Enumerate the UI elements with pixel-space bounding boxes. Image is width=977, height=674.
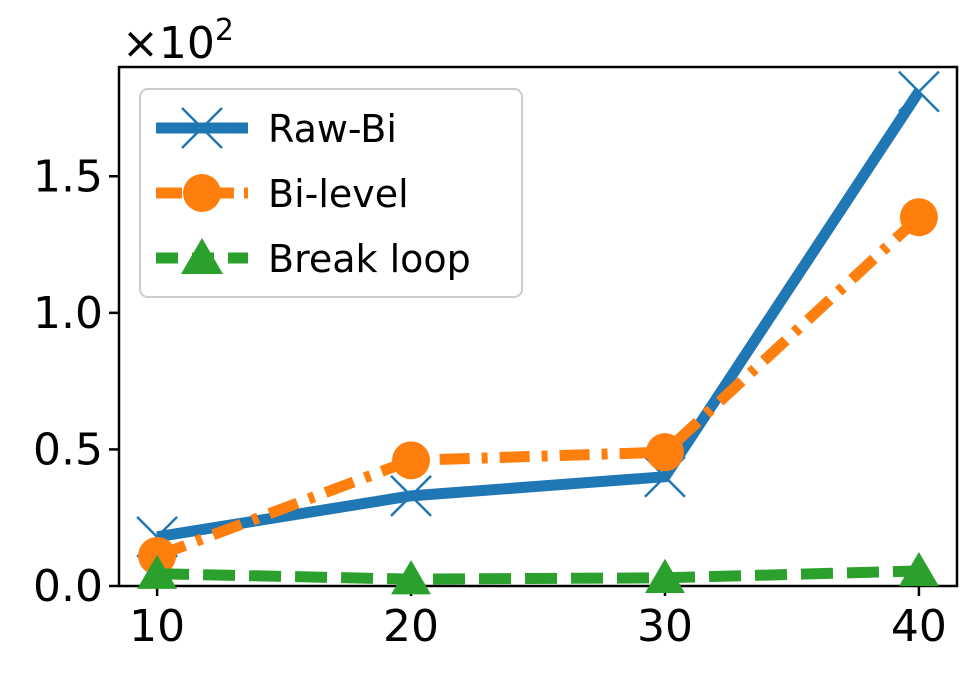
data-point-bi-level xyxy=(645,433,684,472)
plot-area xyxy=(117,65,959,588)
legend-entry-bi-level: Bi-level xyxy=(156,172,409,216)
data-point-break-loop xyxy=(898,551,939,587)
y-axis-multiplier: ×102 xyxy=(122,13,234,69)
x-axis: 10 20 30 40 xyxy=(129,586,947,652)
series-line-break-loop xyxy=(156,565,920,585)
x-tick-label: 40 xyxy=(891,601,947,652)
data-point-break-loop xyxy=(137,554,178,589)
x-tick-label: 10 xyxy=(129,601,185,652)
y-tick-label: 0.0 xyxy=(33,561,103,612)
y-multiplier-base: ×10 xyxy=(122,18,215,69)
legend: Raw-Bi Bi-level Break loop xyxy=(139,88,523,298)
y-tick-label: 1.5 xyxy=(33,151,103,202)
data-point-raw-bi xyxy=(898,70,940,113)
legend-label: Break loop xyxy=(268,237,471,281)
legend-entry-raw-bi: Raw-Bi xyxy=(156,107,397,151)
y-multiplier-exponent: 2 xyxy=(215,13,234,48)
y-axis: 0.0 0.5 1.0 1.5 xyxy=(33,151,119,612)
circle-marker xyxy=(183,174,221,212)
legend-box xyxy=(139,88,523,298)
x-marker xyxy=(181,107,223,149)
legend-label: Bi-level xyxy=(268,172,409,216)
x-marker-stroke xyxy=(390,474,432,517)
data-point-bi-level xyxy=(899,198,938,237)
series-bi-level xyxy=(138,198,938,575)
legend-label: Raw-Bi xyxy=(268,107,397,151)
x-marker-stroke xyxy=(181,107,223,149)
y-tick-label: 0.5 xyxy=(33,424,103,475)
y-tick-label: 1.0 xyxy=(33,288,103,339)
series-layer xyxy=(136,70,940,595)
data-point-break-loop xyxy=(645,558,685,594)
series-line-raw-bi xyxy=(156,88,924,543)
data-point-raw-bi xyxy=(390,474,432,517)
legend-entry-break-loop: Break loop xyxy=(156,237,471,281)
x-tick-label: 20 xyxy=(383,601,439,652)
series-line-bi-level xyxy=(155,213,923,562)
triangle-marker xyxy=(181,238,223,274)
x-marker-stroke xyxy=(898,70,940,113)
series-break-loop xyxy=(137,551,939,595)
x-tick-label: 30 xyxy=(637,601,693,652)
plot-frame xyxy=(117,65,959,588)
data-point-break-loop xyxy=(391,560,431,595)
data-point-bi-level xyxy=(392,441,431,480)
